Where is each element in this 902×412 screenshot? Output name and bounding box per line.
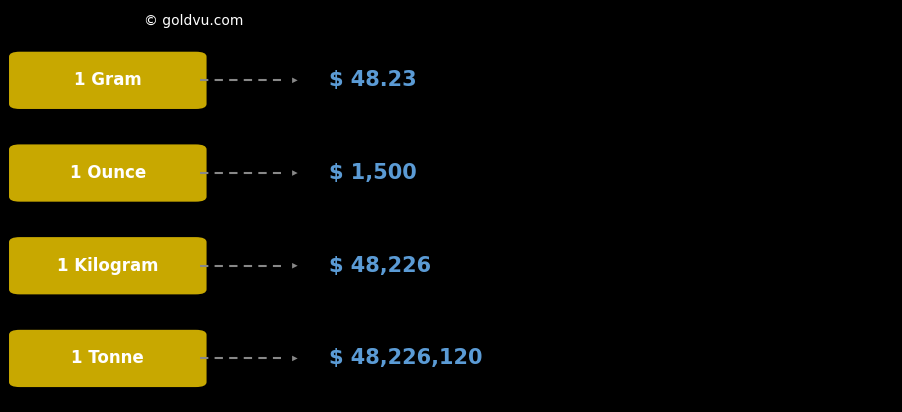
Text: © goldvu.com: © goldvu.com bbox=[144, 14, 244, 28]
Text: $ 48,226: $ 48,226 bbox=[329, 256, 431, 276]
Text: $ 48,226,120: $ 48,226,120 bbox=[329, 349, 483, 368]
FancyBboxPatch shape bbox=[9, 52, 207, 109]
Text: 1 Gram: 1 Gram bbox=[74, 71, 142, 89]
FancyBboxPatch shape bbox=[9, 237, 207, 294]
FancyBboxPatch shape bbox=[9, 330, 207, 387]
Text: $ 48.23: $ 48.23 bbox=[329, 70, 417, 90]
Text: 1 Tonne: 1 Tonne bbox=[71, 349, 144, 368]
FancyBboxPatch shape bbox=[9, 145, 207, 202]
Text: $ 1,500: $ 1,500 bbox=[329, 163, 417, 183]
Text: 1 Kilogram: 1 Kilogram bbox=[57, 257, 159, 275]
Text: 1 Ounce: 1 Ounce bbox=[69, 164, 146, 182]
